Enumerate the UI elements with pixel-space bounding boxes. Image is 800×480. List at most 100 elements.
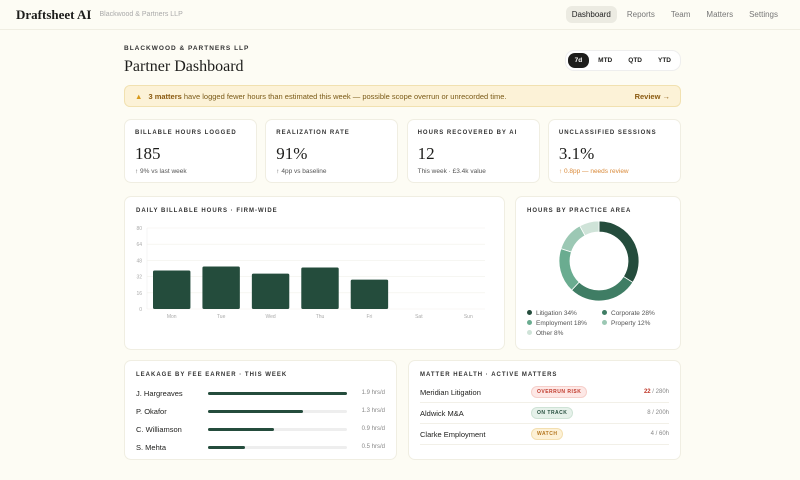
nav-matters[interactable]: Matters: [706, 10, 734, 19]
fee-earner-row: S. Mehta 0.5 hrs/d: [136, 438, 385, 456]
kpi-card: HOURS RECOVERED BY AI 12 This week · £3.4k…: [406, 119, 540, 183]
kpi-card: BILLABLE HOURS LOGGED 185 ↑ 9% vs last wee…: [124, 119, 257, 183]
matter-hours: 22 / 280h: [644, 389, 669, 395]
fee-earner-name: J. Hargreaves: [136, 388, 183, 398]
bar-wed: [251, 273, 290, 309]
slice-property: [560, 225, 586, 253]
hours-logged: 8: [647, 410, 651, 416]
status-badge: OVERRUN RISK: [531, 386, 588, 398]
firm-name: Blackwood & Partners LLP: [99, 11, 183, 18]
kpi-card: UNCLASSIFIED SESSIONS 3.1% ↑ 0.8pp — needs…: [547, 119, 681, 183]
matter-row[interactable]: Meridian Litigation OVERRUN RISK 22 / 280h: [420, 382, 669, 403]
y-tick-label: 48: [136, 258, 142, 264]
review-button[interactable]: Review →: [634, 91, 670, 101]
kpi-value: 91%: [276, 144, 308, 163]
legend-item: Other 8%: [527, 330, 594, 337]
legend-label: Employment 18%: [536, 320, 587, 327]
leakage-bar-fill: [208, 445, 245, 449]
kpi-delta: ↑ 0.8pp — needs review: [558, 168, 629, 175]
bar-chart: 0 16 32 48 64 80 Mon Tue Wed Thu Fri Sat Sun: [136, 226, 485, 320]
brand-logo[interactable]: Draftsheet AI: [16, 6, 92, 22]
y-tick-label: 80: [136, 226, 142, 232]
fee-earner-row: C. Williamson 0.9 hrs/d: [136, 420, 385, 438]
kpi-value: 3.1%: [558, 144, 595, 163]
warning-icon: ▲: [135, 91, 143, 101]
donut-chart: [558, 220, 640, 302]
legend-item: Corporate 28%: [602, 310, 669, 317]
alert-text: 3 matters have logged fewer hours than e…: [148, 91, 507, 101]
firm-eyebrow: BLACKWOOD & PARTNERS LLP: [124, 45, 250, 52]
donut-legend: Litigation 34% Corporate 28% Employment 18…: [527, 310, 669, 337]
period-selector: 7d MTD QTD YTD: [564, 50, 681, 71]
x-tick-label: Tue: [217, 314, 226, 320]
kpi-label: BILLABLE HOURS LOGGED: [135, 130, 237, 136]
period-qtd[interactable]: QTD: [628, 57, 642, 64]
page-header: BLACKWOOD & PARTNERS LLP Partner Dashboa…: [124, 45, 249, 76]
nav-team[interactable]: Team: [670, 10, 691, 19]
kpi-value: 12: [417, 144, 435, 163]
kpi-card: REALIZATION RATE 91% ↑ 4pp vs baseline: [265, 119, 399, 183]
kpi-label: HOURS RECOVERED BY AI: [417, 130, 518, 136]
legend-swatch: [602, 310, 607, 315]
y-tick-label: 32: [136, 275, 142, 281]
bar-tue: [202, 266, 240, 309]
kpi-delta: ↑ 9% vs last week: [135, 168, 187, 175]
bar-mon: [153, 270, 191, 309]
kpi-label: REALIZATION RATE: [276, 130, 350, 136]
leakage-bar-fill: [208, 391, 347, 395]
legend-swatch: [527, 320, 532, 325]
matter-health-card: MATTER HEALTH · ACTIVE MATTERS Meridian …: [408, 360, 681, 460]
card-title: LEAKAGE BY FEE EARNER · THIS WEEK: [136, 372, 288, 378]
chart-title: HOURS BY PRACTICE AREA: [527, 208, 632, 214]
matter-row[interactable]: Clarke Employment WATCH 4 / 60h: [420, 424, 669, 445]
hours-logged: 22: [643, 389, 651, 395]
kpi-delta: ↑ 4pp vs baseline: [276, 168, 327, 175]
nav-links: Dashboard Reports Team Matters Settings: [565, 6, 784, 23]
hours-budget: / 200h: [650, 410, 669, 416]
x-tick-label: Thu: [316, 314, 325, 320]
fee-earner-row: P. Okafor 1.3 hrs/d: [136, 402, 385, 420]
leakage-bar: [208, 409, 347, 413]
leakage-value: 0.5 hrs/d: [361, 444, 385, 450]
hours-logged: 4: [650, 431, 654, 437]
legend-item: Employment 18%: [527, 320, 594, 327]
period-ytd[interactable]: YTD: [658, 57, 671, 64]
fee-earner-name: C. Williamson: [136, 424, 182, 434]
x-tick-label: Mon: [167, 314, 177, 320]
nav-settings[interactable]: Settings: [749, 10, 778, 19]
period-mtd[interactable]: MTD: [598, 57, 613, 64]
leakage-bar-fill: [208, 427, 274, 431]
y-tick-label: 0: [139, 307, 142, 313]
status-badge: WATCH: [531, 428, 564, 440]
legend-swatch: [527, 310, 532, 315]
daily-hours-card: DAILY BILLABLE HOURS · FIRM-WIDE 0 16 32 48…: [124, 196, 505, 350]
bar-fri: [350, 279, 389, 309]
hours-budget: / 60h: [653, 431, 669, 437]
legend-swatch: [602, 320, 607, 325]
x-tick-label: Fri: [367, 314, 373, 320]
y-tick-label: 16: [136, 291, 142, 297]
matter-hours: 8 / 200h: [647, 410, 669, 416]
practice-area-card: HOURS BY PRACTICE AREA Litigation 34% Cor…: [515, 196, 681, 350]
period-7d[interactable]: 7d: [567, 53, 590, 68]
leakage-bar-fill: [208, 409, 304, 413]
matter-name: Aldwick M&A: [420, 408, 464, 418]
matter-row[interactable]: Aldwick M&A ON TRACK 8 / 200h: [420, 403, 669, 424]
matter-name: Meridian Litigation: [420, 387, 481, 397]
nav-dashboard[interactable]: Dashboard: [565, 6, 617, 23]
slice-employment: [558, 248, 580, 291]
fee-earner-name: S. Mehta: [136, 442, 167, 452]
leakage-bar: [208, 391, 347, 395]
fee-earner-name: P. Okafor: [136, 406, 167, 416]
chart-title: DAILY BILLABLE HOURS · FIRM-WIDE: [136, 208, 278, 214]
nav-reports[interactable]: Reports: [626, 10, 655, 19]
leakage-bar: [208, 427, 347, 431]
legend-label: Litigation 34%: [536, 310, 577, 317]
status-badge: ON TRACK: [531, 407, 574, 419]
legend-item: Property 12%: [602, 320, 669, 327]
card-title: MATTER HEALTH · ACTIVE MATTERS: [420, 372, 558, 378]
leakage-value: 1.9 hrs/d: [361, 390, 385, 396]
fee-earner-row: J. Hargreaves 1.9 hrs/d: [136, 384, 385, 402]
bar-thu: [301, 267, 339, 309]
kpi-value: 185: [135, 144, 161, 163]
